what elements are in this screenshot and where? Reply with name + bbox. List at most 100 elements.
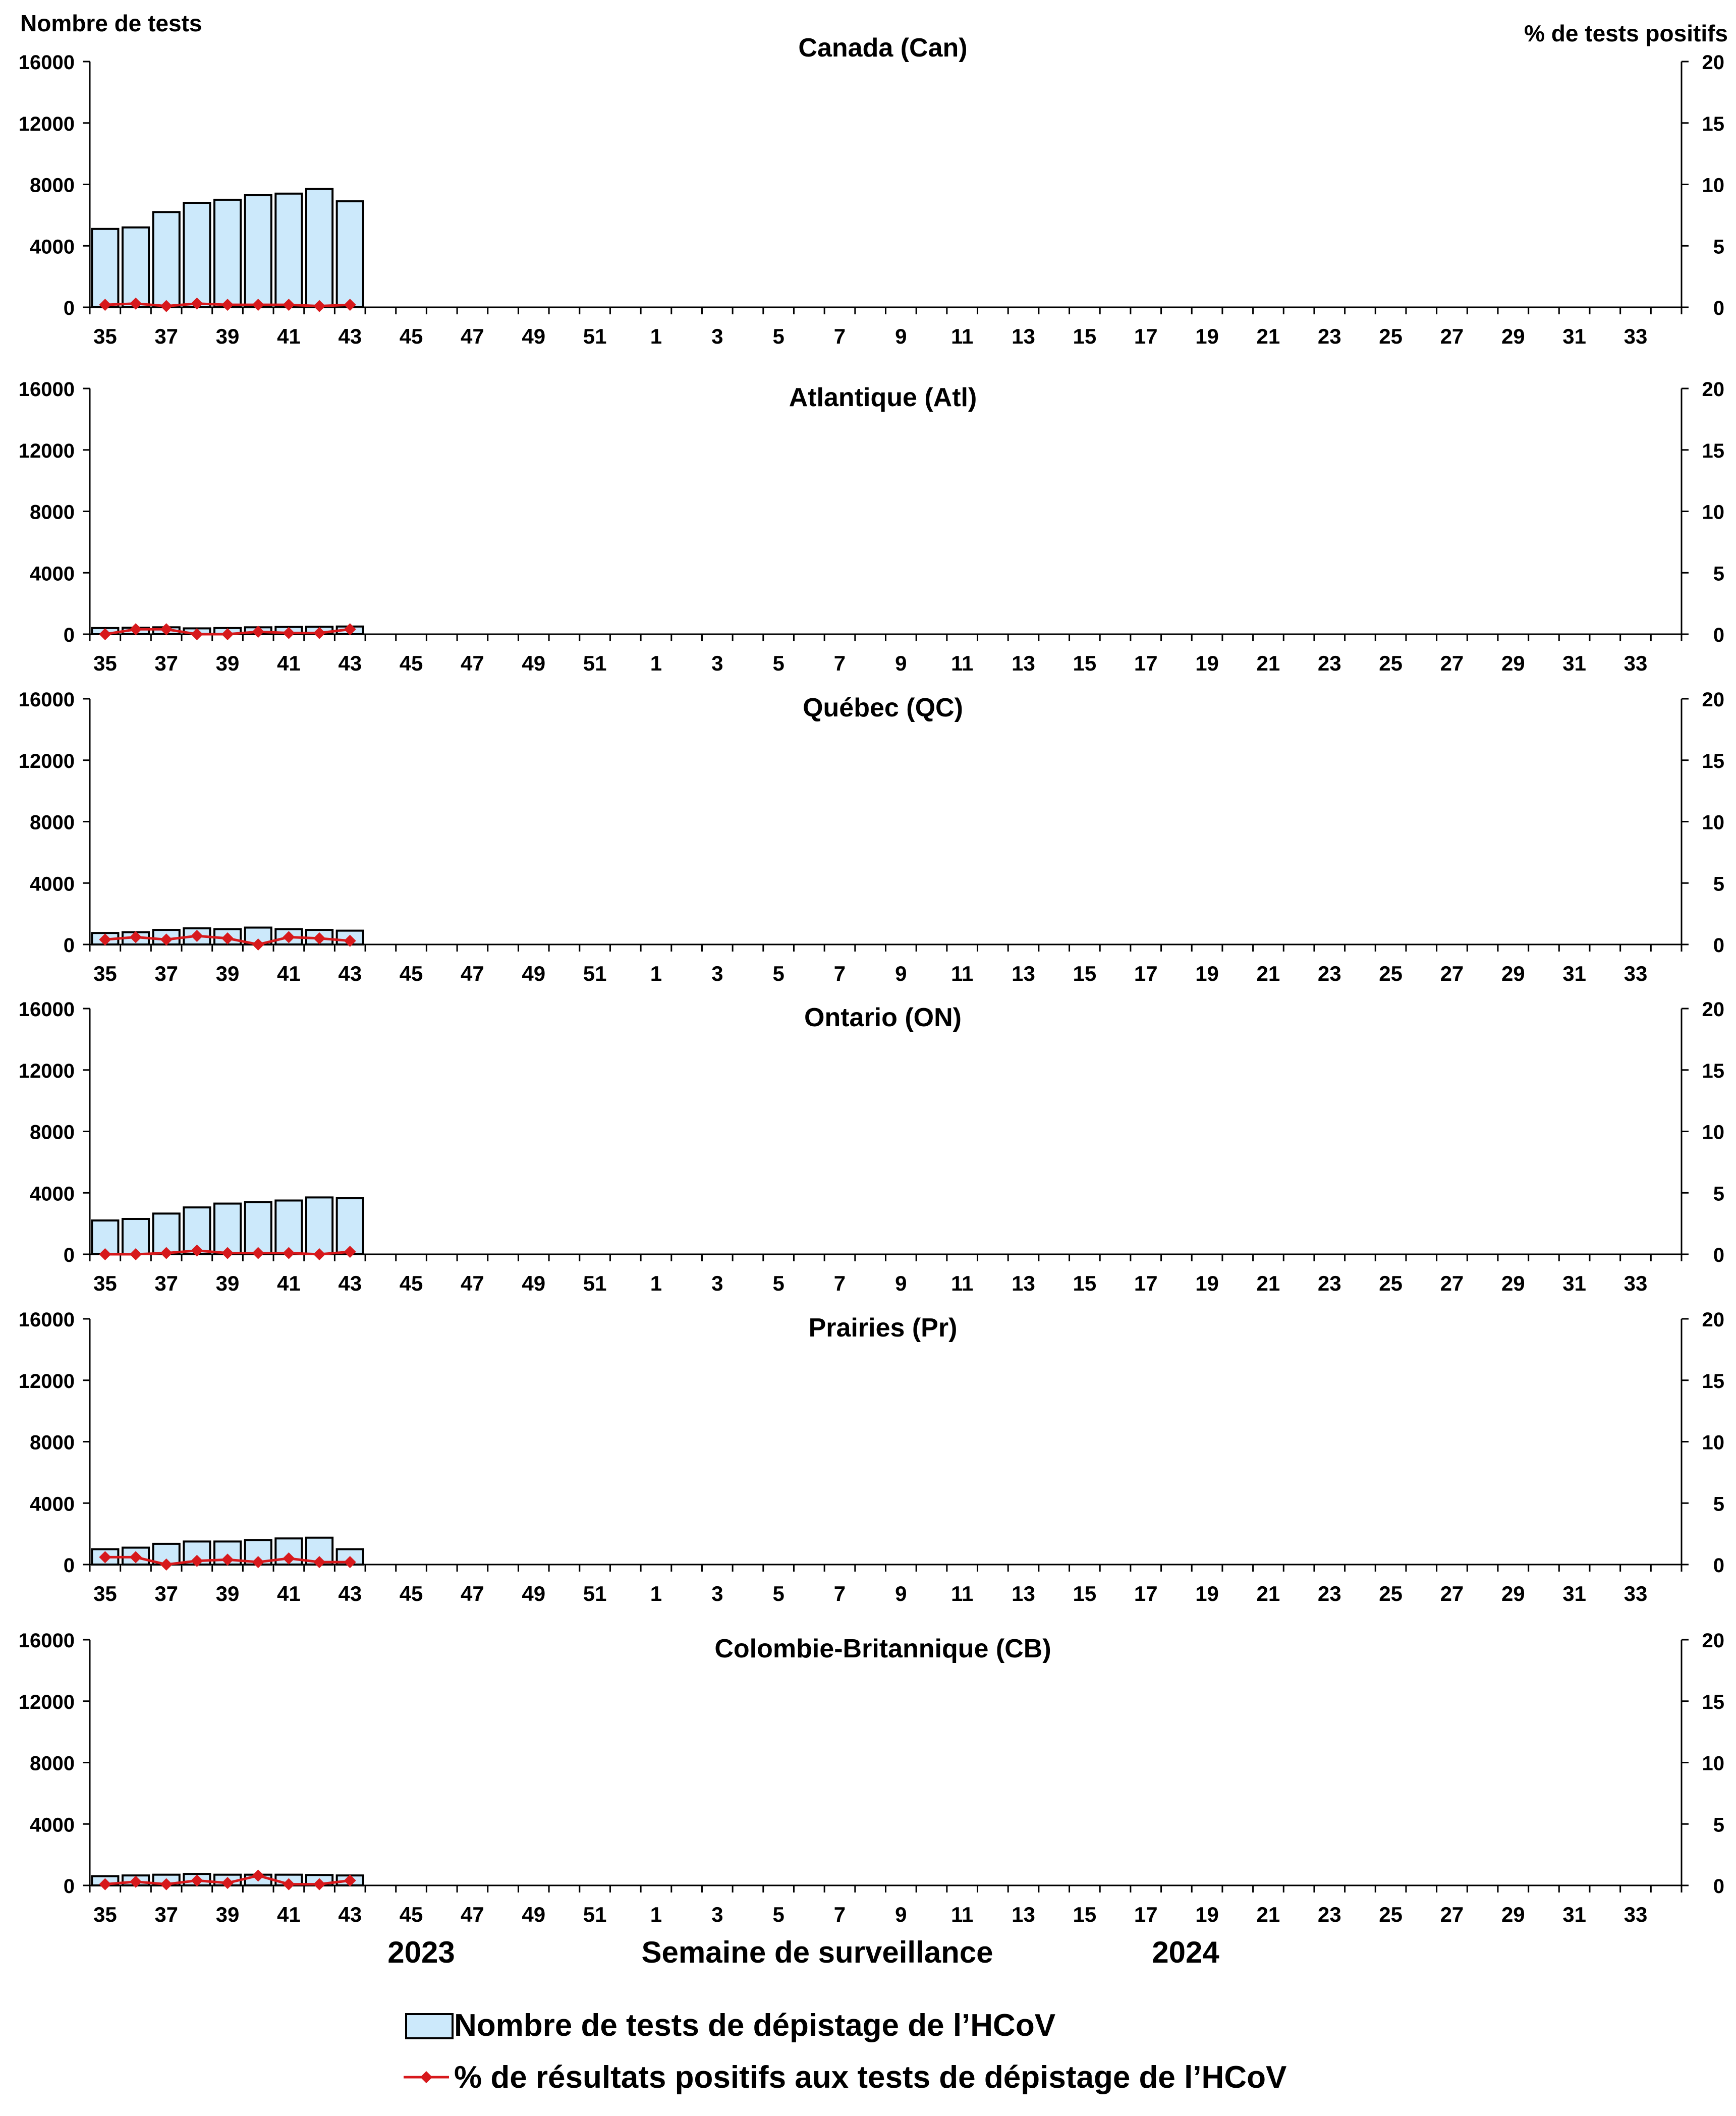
x-tick-label: 37 bbox=[154, 651, 178, 675]
panel-3: Ontario (ON)0400080001200016000051015203… bbox=[19, 998, 1724, 1295]
x-tick-label: 5 bbox=[772, 1582, 784, 1605]
left-tick-label: 0 bbox=[64, 1554, 75, 1577]
x-tick-label: 25 bbox=[1379, 651, 1403, 675]
left-tick-label: 12000 bbox=[19, 750, 75, 772]
x-tick-label: 43 bbox=[338, 324, 362, 348]
x-tick-label: 15 bbox=[1073, 651, 1097, 675]
pct-point bbox=[221, 932, 234, 944]
pct-point bbox=[221, 1247, 234, 1259]
pct-point bbox=[191, 929, 203, 942]
x-tick-label: 47 bbox=[461, 1903, 484, 1926]
x-tick-label: 51 bbox=[583, 1582, 607, 1605]
left-tick-label: 8000 bbox=[30, 1753, 75, 1775]
x-tick-label: 7 bbox=[834, 1903, 846, 1926]
left-tick-label: 0 bbox=[64, 934, 75, 957]
bar bbox=[213, 198, 242, 308]
left-tick-label: 16000 bbox=[19, 689, 75, 711]
x-tick-label: 19 bbox=[1195, 1582, 1219, 1605]
x-tick-label: 7 bbox=[834, 1271, 846, 1295]
x-tick-label: 3 bbox=[711, 1903, 723, 1926]
pct-point bbox=[191, 1874, 203, 1887]
x-tick-label: 31 bbox=[1562, 1582, 1586, 1605]
x-tick-label: 3 bbox=[711, 651, 723, 675]
x-tick-label: 35 bbox=[93, 1903, 117, 1926]
x-tick-label: 17 bbox=[1134, 1271, 1158, 1295]
left-tick-label: 12000 bbox=[19, 1060, 75, 1082]
x-tick-label: 41 bbox=[277, 324, 301, 348]
pct-point bbox=[130, 623, 142, 636]
x-tick-label: 7 bbox=[834, 962, 846, 985]
right-tick-label: 10 bbox=[1702, 812, 1725, 834]
right-tick-label: 10 bbox=[1702, 502, 1725, 524]
right-tick-label: 5 bbox=[1713, 563, 1724, 585]
pct-point bbox=[283, 299, 295, 311]
x-tick-label: 19 bbox=[1195, 1271, 1219, 1295]
x-tick-label: 17 bbox=[1134, 1903, 1158, 1926]
x-tick-label: 41 bbox=[277, 1582, 301, 1605]
x-tick-label: 21 bbox=[1257, 1903, 1280, 1926]
x-tick-label: 5 bbox=[772, 962, 784, 985]
x-tick-label: 25 bbox=[1379, 1271, 1403, 1295]
pct-point bbox=[313, 1248, 326, 1260]
right-tick-label: 0 bbox=[1713, 624, 1724, 646]
x-tick-label: 1 bbox=[650, 1271, 662, 1295]
x-tick-label: 3 bbox=[711, 1271, 723, 1295]
x-tick-label: 45 bbox=[400, 1582, 423, 1605]
legend: Nombre de tests de dépistage de l’HCoV %… bbox=[404, 2008, 1286, 2095]
x-tick-label: 21 bbox=[1257, 1582, 1280, 1605]
x-tick-label: 15 bbox=[1073, 962, 1097, 985]
panel-title: Ontario (ON) bbox=[804, 1003, 962, 1032]
x-tick-label: 29 bbox=[1501, 324, 1525, 348]
x-tick-label: 9 bbox=[895, 1582, 907, 1605]
pct-point bbox=[313, 1878, 326, 1890]
pct-point bbox=[252, 626, 264, 638]
left-tick-label: 0 bbox=[64, 1244, 75, 1266]
x-tick-label: 23 bbox=[1318, 324, 1341, 348]
x-tick-label: 33 bbox=[1624, 1582, 1648, 1605]
left-tick-label: 12000 bbox=[19, 440, 75, 462]
x-tick-label: 17 bbox=[1134, 324, 1158, 348]
panel-1: Atlantique (Atl) 0 4000 8000 12000 16000 0 5 10 1… bbox=[19, 378, 1724, 675]
panel-title: Québec (QC) bbox=[803, 693, 963, 722]
pct-point bbox=[160, 623, 173, 636]
bar bbox=[244, 194, 272, 308]
x-tick-label: 9 bbox=[895, 1903, 907, 1926]
x-tick-label: 33 bbox=[1624, 1271, 1648, 1295]
right-tick-label: 10 bbox=[1702, 175, 1725, 197]
panel-title: Colombie-Britannique (CB) bbox=[714, 1634, 1051, 1663]
bar bbox=[274, 192, 303, 309]
x-tick-label: 3 bbox=[711, 324, 723, 348]
left-tick-label: 16000 bbox=[19, 51, 75, 74]
x-tick-label: 31 bbox=[1562, 651, 1586, 675]
pct-point bbox=[252, 938, 264, 951]
x-tick-label: 19 bbox=[1195, 962, 1219, 985]
x-tick-label: 41 bbox=[277, 1271, 301, 1295]
panels: Canada (Can)0400080001200016000051015203… bbox=[19, 33, 1724, 1926]
x-tick-label: 1 bbox=[650, 1582, 662, 1605]
x-tick-label: 17 bbox=[1134, 1582, 1158, 1605]
x-tick-label: 19 bbox=[1195, 1903, 1219, 1926]
bar bbox=[335, 1197, 364, 1255]
legend-line-marker bbox=[420, 2071, 432, 2083]
x-tick-label: 11 bbox=[951, 962, 973, 985]
left-tick-label: 16000 bbox=[19, 378, 75, 401]
x-tick-label: 41 bbox=[277, 651, 301, 675]
pct-point bbox=[344, 1874, 356, 1887]
bar bbox=[121, 226, 150, 308]
x-tick-label: 47 bbox=[461, 324, 484, 348]
x-tick-label: 35 bbox=[93, 1582, 117, 1605]
pct-point bbox=[99, 299, 111, 311]
x-tick-label: 41 bbox=[277, 1903, 301, 1926]
pct-point bbox=[283, 1552, 295, 1565]
x-tick-label: 33 bbox=[1624, 1903, 1648, 1926]
x-tick-label: 49 bbox=[522, 1582, 545, 1605]
right-axis-title: % de tests positifs bbox=[1524, 20, 1728, 46]
pct-point bbox=[344, 299, 356, 311]
x-tick-label: 13 bbox=[1012, 651, 1035, 675]
x-tick-label: 41 bbox=[277, 962, 301, 985]
x-tick-label: 25 bbox=[1379, 324, 1403, 348]
left-tick-label: 4000 bbox=[30, 1183, 75, 1205]
bar bbox=[335, 200, 364, 309]
